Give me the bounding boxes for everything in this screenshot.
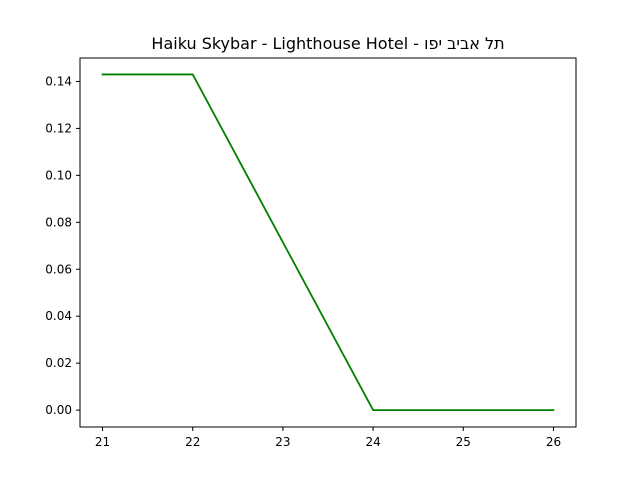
series-line-0 — [101, 73, 555, 412]
axes-frame — [79, 57, 577, 428]
y-tick-label: 0.06 — [45, 262, 72, 276]
y-tick-label: 0.14 — [45, 74, 72, 88]
y-tick-label: 0.02 — [45, 356, 72, 370]
x-tick-label: 23 — [275, 435, 290, 449]
y-tick-label: 0.00 — [45, 403, 72, 417]
y-axis: 0.00 0.02 0.04 0.06 0.08 0.10 0.12 0.14 — [45, 74, 80, 417]
y-tick-label: 0.04 — [45, 309, 72, 323]
x-tick-label: 22 — [185, 435, 200, 449]
chart-title: Haiku Skybar - Lighthouse Hotel - תל אבי… — [151, 34, 504, 53]
y-tick-label: 0.10 — [45, 168, 72, 182]
x-tick-label: 26 — [546, 435, 561, 449]
x-tick-label: 21 — [95, 435, 110, 449]
y-tick-label: 0.08 — [45, 215, 72, 229]
plot-area — [79, 57, 577, 428]
x-tick-label: 24 — [365, 435, 380, 449]
x-axis: 21 22 23 24 25 26 — [95, 427, 561, 449]
series-layer — [101, 73, 555, 412]
y-tick-label: 0.12 — [45, 121, 72, 135]
x-tick-label: 25 — [456, 435, 471, 449]
